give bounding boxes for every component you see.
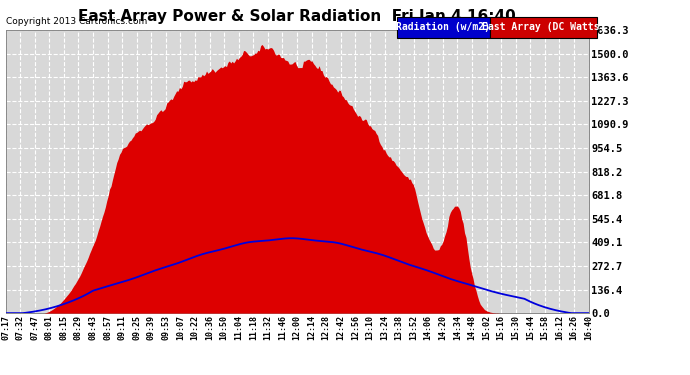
Text: East Array Power & Solar Radiation  Fri Jan 4 16:40: East Array Power & Solar Radiation Fri J…: [78, 9, 515, 24]
Text: East Array (DC Watts): East Array (DC Watts): [482, 22, 605, 32]
Text: Radiation (w/m2): Radiation (w/m2): [396, 22, 491, 32]
Text: Copyright 2013 Cartronics.com: Copyright 2013 Cartronics.com: [6, 17, 147, 26]
